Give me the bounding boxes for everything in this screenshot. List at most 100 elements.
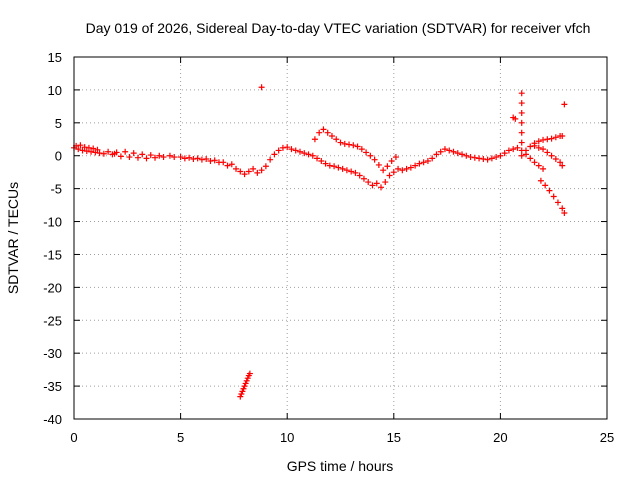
data-point	[331, 163, 338, 170]
data-point	[305, 151, 312, 158]
data-point	[544, 136, 551, 143]
data-point	[237, 168, 244, 175]
x-tick-label: 10	[280, 430, 294, 445]
y-tick-label: -5	[50, 182, 62, 197]
data-point	[537, 177, 544, 184]
data-point	[382, 179, 389, 186]
data-point	[284, 144, 291, 151]
data-point	[552, 134, 559, 141]
data-point	[548, 152, 555, 159]
y-tick-label: -25	[43, 313, 62, 328]
data-point	[424, 157, 431, 164]
y-tick-label: 0	[55, 149, 62, 164]
data-point	[314, 155, 321, 162]
data-point	[296, 148, 303, 155]
data-point	[531, 159, 538, 166]
data-point	[378, 184, 385, 191]
data-point	[346, 141, 353, 148]
data-point	[339, 165, 346, 172]
data-point	[220, 159, 227, 166]
data-point	[203, 156, 210, 163]
data-points	[71, 84, 568, 400]
data-point	[471, 154, 478, 161]
data-point	[100, 150, 107, 157]
data-point	[350, 142, 357, 149]
data-point	[476, 155, 483, 162]
data-point	[501, 150, 508, 157]
data-point	[326, 162, 333, 169]
data-point	[518, 90, 525, 97]
data-point	[535, 144, 542, 151]
x-tick-label: 20	[493, 430, 507, 445]
data-point	[246, 370, 253, 377]
data-point	[83, 148, 90, 155]
data-point	[450, 148, 457, 155]
data-point	[152, 154, 159, 161]
data-point	[437, 148, 444, 155]
plot-frame	[73, 56, 608, 420]
y-tick-label: -40	[43, 412, 62, 427]
data-point	[117, 153, 124, 160]
data-point	[540, 146, 547, 153]
data-point	[441, 146, 448, 153]
y-tick-label: -10	[43, 215, 62, 230]
data-point	[75, 146, 82, 153]
data-point	[531, 142, 538, 149]
data-point	[279, 144, 286, 151]
chart-title: Day 019 of 2026, Sidereal Day-to-day VTE…	[86, 20, 591, 36]
data-point	[177, 154, 184, 161]
data-point	[85, 144, 92, 151]
data-point	[559, 205, 566, 212]
y-tick-label: -20	[43, 280, 62, 295]
data-point	[433, 151, 440, 158]
data-point	[190, 156, 197, 163]
data-point	[518, 109, 525, 116]
grid	[74, 57, 607, 419]
data-point	[348, 168, 355, 175]
data-point	[318, 157, 325, 164]
data-point	[373, 180, 380, 187]
data-point	[240, 385, 247, 392]
data-point	[505, 147, 512, 154]
data-point	[497, 152, 504, 159]
data-point	[301, 150, 308, 157]
data-point	[548, 135, 555, 142]
y-tick-label: -35	[43, 379, 62, 394]
data-point	[94, 146, 101, 153]
data-point	[388, 157, 395, 164]
data-point	[488, 155, 495, 162]
data-point	[403, 165, 410, 172]
data-point	[288, 146, 295, 153]
data-point	[365, 179, 372, 186]
data-point	[258, 84, 265, 91]
data-point	[130, 150, 137, 157]
data-point	[322, 160, 329, 167]
data-point	[134, 154, 141, 161]
data-point	[333, 136, 340, 143]
data-point	[429, 155, 436, 162]
data-point	[557, 159, 564, 166]
data-point	[181, 155, 188, 162]
data-point	[454, 150, 461, 157]
data-point	[320, 126, 327, 133]
data-point	[186, 154, 193, 161]
data-point	[518, 119, 525, 126]
data-point	[542, 182, 549, 189]
data-point	[337, 139, 344, 146]
data-point	[139, 151, 146, 158]
data-point	[544, 149, 551, 156]
data-point	[510, 146, 517, 153]
data-point	[367, 152, 374, 159]
data-point	[96, 150, 103, 157]
data-point	[250, 165, 257, 172]
data-point	[81, 144, 88, 151]
data-point	[360, 175, 367, 182]
data-point	[535, 162, 542, 169]
data-point	[552, 156, 559, 163]
x-tick-label: 0	[70, 430, 77, 445]
data-point	[160, 154, 167, 161]
data-point	[245, 168, 252, 175]
data-point	[369, 182, 376, 189]
data-point	[527, 143, 534, 150]
data-point	[554, 199, 561, 206]
